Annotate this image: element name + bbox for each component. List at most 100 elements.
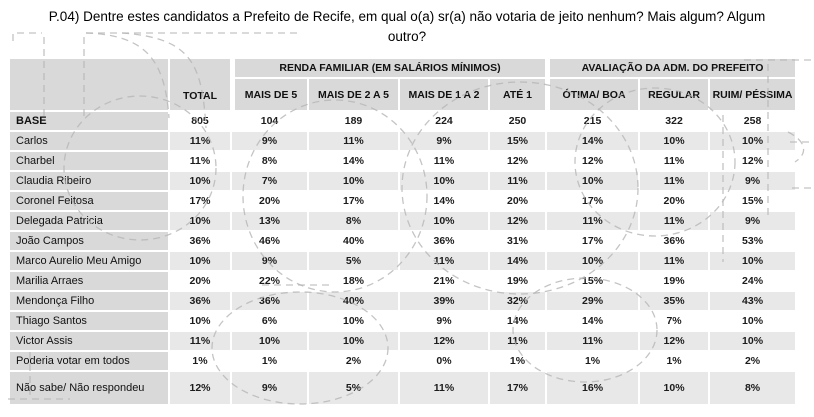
data-cell: 11%: [170, 152, 230, 170]
data-cell: 322: [640, 112, 709, 130]
data-cell: 6%: [232, 312, 307, 330]
data-cell: 35%: [640, 292, 709, 310]
data-cell: 11%: [640, 172, 709, 190]
table-row: Poderia votar em todos 1% 1% 2% 0% 1% 1% 1% 2%: [10, 352, 796, 370]
data-cell: 14%: [400, 192, 488, 210]
data-cell: 10%: [640, 132, 709, 150]
data-cell: 17%: [170, 192, 230, 210]
table-row: Coronel Feitosa 17% 20% 17% 14% 20% 17% 20% 15%: [10, 192, 796, 210]
data-cell: 39%: [400, 292, 488, 310]
table-row: João Campos 36% 46% 40% 36% 31% 17% 36% 53%: [10, 232, 796, 250]
table-row: Claudia Ribeiro 10% 7% 10% 10% 11% 10% 11% 9%: [10, 172, 796, 190]
data-cell: 15%: [490, 132, 546, 150]
data-cell: 9%: [400, 312, 488, 330]
data-cell: 17%: [547, 192, 639, 210]
data-cell: 10%: [547, 252, 639, 270]
data-cell: 7%: [640, 312, 709, 330]
table-row: Carlos 11% 9% 11% 9% 15% 14% 10% 10%: [10, 132, 796, 150]
data-cell: 9%: [232, 252, 307, 270]
data-cell: 43%: [710, 292, 796, 310]
data-cell: 250: [490, 112, 546, 130]
data-cell: 9%: [710, 212, 796, 230]
results-table: TOTAL RENDA FAMILIAR (EM SALÁRIOS MÍNIMO…: [8, 57, 797, 406]
data-cell: 9%: [232, 132, 307, 150]
data-cell: 11%: [490, 172, 546, 190]
row-label: Claudia Ribeiro: [10, 172, 168, 190]
table-row: Charbel 11% 8% 14% 11% 12% 12% 11% 12%: [10, 152, 796, 170]
data-cell: 10%: [309, 172, 398, 190]
data-cell: 11%: [490, 332, 546, 350]
data-cell: 1%: [170, 352, 230, 370]
data-cell: 11%: [400, 152, 488, 170]
data-cell: 36%: [232, 292, 307, 310]
data-cell: 11%: [309, 132, 398, 150]
col-header-ate-1: ATÉ 1: [490, 79, 546, 110]
data-cell: 19%: [640, 272, 709, 290]
col-header-mais-de-2-a-5: MAIS DE 2 A 5: [309, 79, 398, 110]
data-cell: 36%: [170, 292, 230, 310]
data-cell: 10%: [170, 212, 230, 230]
row-label: Delegada Patricia: [10, 212, 168, 230]
data-cell: 24%: [710, 272, 796, 290]
table-row: BASE 805 104 189 224 250 215 322 258: [10, 112, 796, 130]
row-label: Charbel: [10, 152, 168, 170]
row-label: Victor Assis: [10, 332, 168, 350]
data-cell: 2%: [309, 352, 398, 370]
data-cell: 14%: [490, 312, 546, 330]
data-cell: 22%: [232, 272, 307, 290]
data-cell: 10%: [547, 172, 639, 190]
data-cell: 0%: [400, 352, 488, 370]
group-header-renda-familiar: RENDA FAMILIAR (EM SALÁRIOS MÍNIMOS): [232, 59, 546, 77]
col-header-mais-de-5: MAIS DE 5: [232, 79, 307, 110]
data-cell: 11%: [400, 252, 488, 270]
table-row: Thiago Santos 10% 6% 10% 9% 14% 14% 7% 10%: [10, 312, 796, 330]
data-cell: 11%: [400, 372, 488, 404]
data-cell: 40%: [309, 232, 398, 250]
group-header-avaliacao-prefeito: AVALIAÇÃO DA ADM. DO PREFEITO: [547, 59, 796, 77]
data-cell: 10%: [710, 252, 796, 270]
corner-cell: [10, 59, 168, 110]
data-cell: 14%: [547, 312, 639, 330]
data-cell: 9%: [232, 372, 307, 404]
data-cell: 12%: [490, 212, 546, 230]
data-cell: 8%: [232, 152, 307, 170]
data-cell: 11%: [170, 132, 230, 150]
row-label: Mendonça Filho: [10, 292, 168, 310]
data-cell: 805: [170, 112, 230, 130]
table-row: Mendonça Filho 36% 36% 40% 39% 32% 29% 35% 43%: [10, 292, 796, 310]
row-label: BASE: [10, 112, 168, 130]
row-label: João Campos: [10, 232, 168, 250]
data-cell: 10%: [309, 312, 398, 330]
data-cell: 17%: [547, 232, 639, 250]
row-label: Thiago Santos: [10, 312, 168, 330]
data-cell: 12%: [170, 372, 230, 404]
row-label: Marilia Arraes: [10, 272, 168, 290]
data-cell: 11%: [547, 212, 639, 230]
data-cell: 10%: [170, 172, 230, 190]
table-row: Delegada Patricia 10% 13% 8% 10% 12% 11% 11% 9%: [10, 212, 796, 230]
data-cell: 5%: [309, 372, 398, 404]
data-cell: 18%: [309, 272, 398, 290]
data-cell: 10%: [232, 332, 307, 350]
data-cell: 10%: [710, 132, 796, 150]
data-cell: 10%: [170, 312, 230, 330]
data-cell: 1%: [490, 352, 546, 370]
data-cell: 36%: [170, 232, 230, 250]
data-cell: 19%: [490, 272, 546, 290]
data-cell: 224: [400, 112, 488, 130]
data-cell: 9%: [400, 132, 488, 150]
data-cell: 20%: [640, 192, 709, 210]
table-header: TOTAL RENDA FAMILIAR (EM SALÁRIOS MÍNIMO…: [10, 59, 796, 110]
table-row: Não sabe/ Não respondeu 12% 9% 5% 11% 17% 16% 1…: [10, 372, 796, 404]
data-cell: 40%: [309, 292, 398, 310]
col-header-ruim-pessima: RUIM/ PÉSSIMA: [710, 79, 796, 110]
data-cell: 104: [232, 112, 307, 130]
data-cell: 1%: [232, 352, 307, 370]
data-cell: 11%: [640, 212, 709, 230]
data-cell: 11%: [640, 152, 709, 170]
data-cell: 10%: [400, 212, 488, 230]
data-cell: 32%: [490, 292, 546, 310]
data-cell: 12%: [640, 332, 709, 350]
data-cell: 10%: [309, 332, 398, 350]
data-cell: 215: [547, 112, 639, 130]
